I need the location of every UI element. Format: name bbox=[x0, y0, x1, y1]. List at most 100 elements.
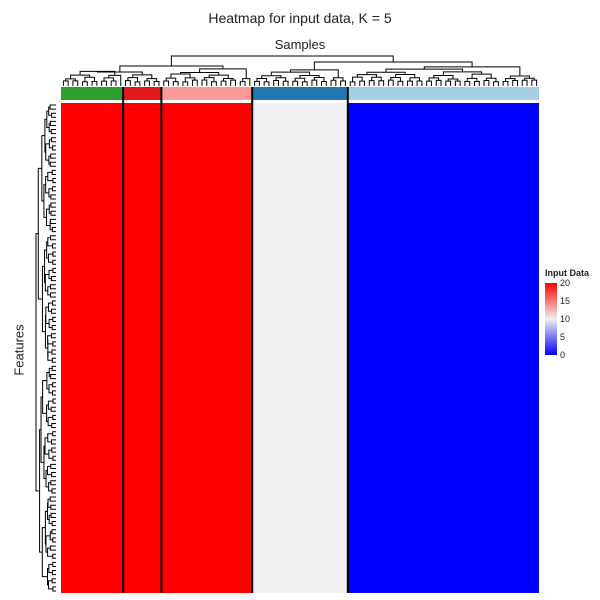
dendrogram-branch bbox=[52, 341, 56, 347]
dendrogram-branch bbox=[321, 81, 327, 86]
dendrogram-branch bbox=[52, 431, 56, 437]
dendrogram-branch bbox=[47, 498, 51, 508]
dendrogram-branch bbox=[50, 504, 56, 510]
dendrogram-branch bbox=[50, 406, 56, 412]
dendrogram-branch bbox=[49, 104, 56, 110]
column-dendrogram bbox=[62, 55, 538, 86]
dendrogram-branch bbox=[72, 80, 79, 86]
x-axis-label: Samples bbox=[274, 37, 326, 52]
dendrogram-branch bbox=[50, 194, 56, 200]
heatmap-cells bbox=[61, 103, 539, 593]
dendrogram-branch bbox=[313, 76, 325, 82]
dendrogram-branch bbox=[50, 235, 56, 241]
dendrogram-branch bbox=[46, 110, 50, 128]
dendrogram-branch bbox=[340, 80, 346, 86]
dendrogram-branch bbox=[48, 253, 53, 263]
dendrogram-branch bbox=[51, 357, 56, 363]
dendrogram-branch bbox=[524, 77, 535, 81]
dendrogram-branch bbox=[49, 545, 56, 551]
dendrogram-branch bbox=[50, 374, 56, 380]
dendrogram-branch bbox=[242, 78, 251, 86]
dendrogram-branch bbox=[48, 449, 53, 459]
dendrogram-branch bbox=[445, 80, 452, 86]
dendrogram-branch bbox=[349, 81, 356, 86]
legend-title: Input Data bbox=[545, 268, 589, 278]
dendrogram-branch bbox=[442, 71, 483, 76]
dendrogram-branch bbox=[48, 563, 53, 574]
dendrogram-branch bbox=[182, 81, 189, 86]
dendrogram-branch bbox=[52, 553, 56, 559]
dendrogram-branch bbox=[163, 80, 170, 86]
dendrogram-branch bbox=[49, 120, 56, 126]
dendrogram-branch bbox=[50, 153, 56, 159]
dendrogram-branch bbox=[101, 80, 107, 86]
dendrogram-branch bbox=[397, 80, 404, 86]
dendrogram-branch bbox=[220, 80, 227, 86]
cluster-dividers bbox=[59, 87, 349, 593]
dendrogram-branch bbox=[426, 80, 432, 86]
dendrogram-branch bbox=[70, 74, 91, 79]
dendrogram-branch bbox=[44, 510, 48, 545]
dendrogram-branch bbox=[191, 79, 198, 86]
dendrogram-branch bbox=[52, 178, 56, 184]
dendrogram-branch bbox=[51, 578, 56, 584]
dendrogram-branch bbox=[330, 79, 337, 86]
dendrogram-branch bbox=[48, 269, 53, 280]
dendrogram-branch bbox=[51, 227, 56, 233]
dendrogram-branch bbox=[230, 79, 236, 86]
dendrogram-branch bbox=[51, 169, 56, 175]
dendrogram-branch bbox=[299, 75, 320, 79]
dendrogram-branch bbox=[103, 77, 115, 82]
dendrogram-branch bbox=[51, 472, 56, 478]
dendrogram-branch bbox=[509, 75, 530, 79]
dendrogram-branch bbox=[144, 80, 150, 86]
dendrogram-branch bbox=[502, 80, 509, 86]
dendrogram-branch bbox=[52, 186, 56, 192]
dendrogram-branch bbox=[44, 274, 50, 292]
dendrogram-branch bbox=[46, 568, 49, 586]
dendrogram-branch bbox=[51, 447, 56, 453]
dendrogram-branch bbox=[50, 512, 56, 518]
dendrogram-branch bbox=[485, 77, 497, 82]
dendrogram-branch bbox=[454, 80, 461, 86]
dendrogram-branch bbox=[84, 76, 95, 82]
dendrogram-branch bbox=[433, 74, 454, 79]
dendrogram-branch bbox=[52, 251, 56, 257]
dendrogram-branch bbox=[390, 77, 401, 82]
cluster-2-cells bbox=[123, 103, 162, 593]
dendrogram-branch bbox=[270, 71, 311, 76]
chart-title: Heatmap for input data, K = 5 bbox=[208, 10, 392, 26]
dendrogram-branch bbox=[464, 80, 471, 86]
dendrogram-branch bbox=[47, 465, 52, 476]
dendrogram-branch bbox=[49, 496, 56, 502]
dendrogram-branch bbox=[51, 570, 56, 576]
cluster-3-cells bbox=[161, 103, 253, 593]
dendrogram-branch bbox=[51, 137, 56, 143]
legend-tick-label: 5 bbox=[560, 332, 566, 342]
dendrogram-branch bbox=[52, 455, 56, 461]
cluster-5-annotation bbox=[347, 87, 539, 100]
cluster-1-cells bbox=[61, 103, 124, 593]
dendrogram-branch bbox=[110, 80, 117, 86]
dendrogram-branch bbox=[62, 80, 69, 86]
dendrogram-branch bbox=[82, 81, 88, 86]
dendrogram-branch bbox=[170, 73, 191, 79]
dendrogram-branch bbox=[289, 69, 339, 78]
dendrogram-branch bbox=[47, 433, 53, 443]
legend-colorbar bbox=[545, 283, 557, 355]
legend-tick-label: 10 bbox=[560, 314, 571, 324]
dendrogram-branch bbox=[387, 79, 394, 86]
dendrogram-branch bbox=[50, 480, 56, 486]
dendrogram-branch bbox=[378, 80, 385, 86]
dendrogram-branch bbox=[65, 78, 76, 82]
dendrogram-branch bbox=[52, 259, 56, 265]
dendrogram-branch bbox=[49, 161, 56, 167]
legend-tick-label: 0 bbox=[560, 350, 566, 360]
dendrogram-branch bbox=[50, 276, 56, 282]
dendrogram-branch bbox=[52, 316, 56, 322]
dendrogram-branch bbox=[170, 55, 394, 66]
dendrogram-branch bbox=[51, 529, 56, 535]
row-dendrogram bbox=[35, 104, 56, 592]
cluster-1-annotation bbox=[61, 87, 124, 100]
dendrogram-branch bbox=[52, 398, 56, 404]
